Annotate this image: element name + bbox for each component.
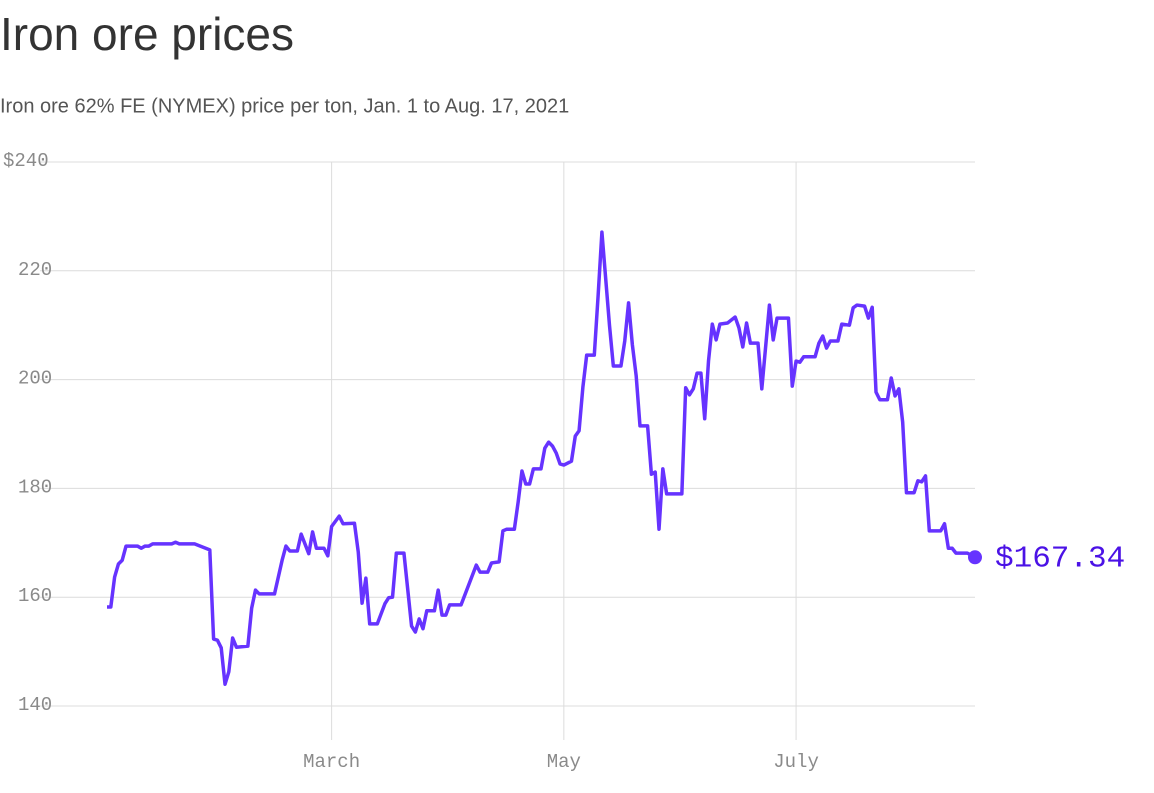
value-label: $167.34 bbox=[995, 541, 1125, 576]
chart-title: Iron ore prices bbox=[0, 8, 294, 60]
chart-subtitle: Iron ore 62% FE (NYMEX) price per ton, J… bbox=[0, 95, 569, 117]
y-tick-label: 140 bbox=[18, 694, 52, 716]
y-tick-label: 180 bbox=[18, 476, 52, 498]
y-tick-label: 200 bbox=[18, 368, 52, 390]
y-tick-label: 160 bbox=[18, 585, 52, 607]
x-tick-label: July bbox=[773, 751, 819, 773]
end-point bbox=[968, 550, 982, 565]
line bbox=[107, 230, 976, 686]
x-tick-label: March bbox=[303, 751, 360, 773]
y-tick-label: 220 bbox=[18, 259, 52, 281]
y-tick-label: $240 bbox=[3, 150, 49, 172]
x-tick-label: May bbox=[547, 751, 581, 773]
